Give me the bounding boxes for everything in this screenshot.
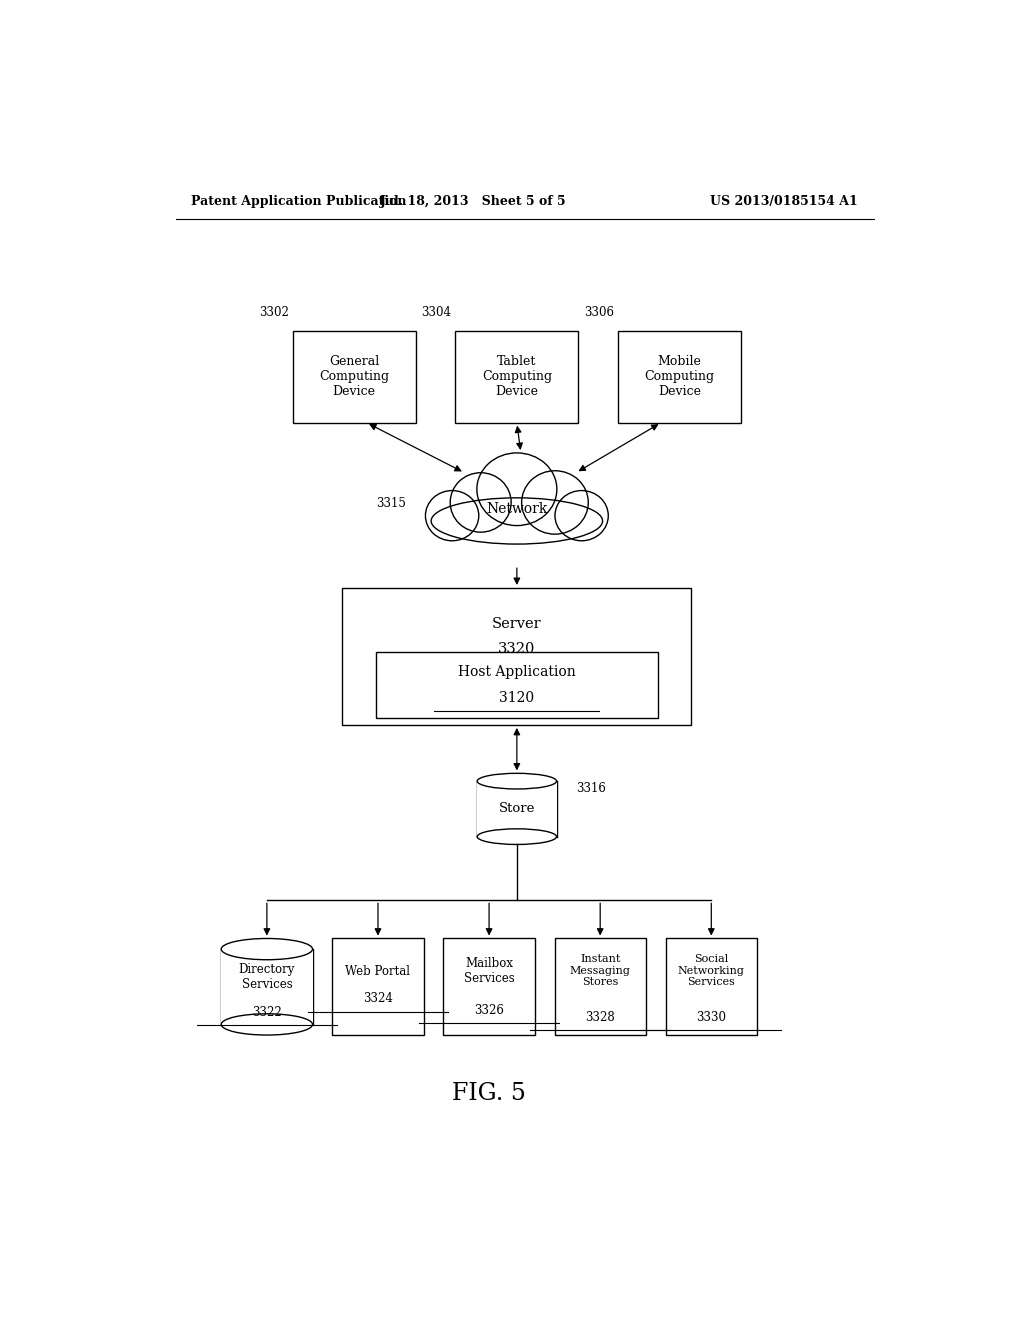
Text: Store: Store (499, 803, 536, 816)
Bar (477, 781, 557, 837)
Text: Mobile
Computing
Device: Mobile Computing Device (644, 355, 715, 399)
Ellipse shape (451, 473, 511, 532)
Text: Instant
Messaging
Stores: Instant Messaging Stores (569, 954, 631, 987)
FancyBboxPatch shape (555, 939, 646, 1035)
FancyBboxPatch shape (456, 331, 579, 422)
Text: 3320: 3320 (499, 643, 536, 656)
Ellipse shape (431, 498, 602, 544)
Bar (221, 949, 312, 1024)
Text: 3120: 3120 (500, 692, 535, 705)
Text: 3324: 3324 (364, 993, 393, 1006)
Text: 3326: 3326 (474, 1003, 504, 1016)
Text: FIG. 5: FIG. 5 (453, 1082, 526, 1105)
Text: Web Portal: Web Portal (345, 965, 411, 978)
Text: 3306: 3306 (584, 306, 614, 319)
FancyBboxPatch shape (443, 939, 535, 1035)
FancyBboxPatch shape (342, 587, 691, 725)
Text: Mailbox
Services: Mailbox Services (464, 957, 514, 985)
Ellipse shape (425, 491, 479, 541)
Ellipse shape (221, 1014, 312, 1035)
Text: 3316: 3316 (577, 781, 606, 795)
Text: Directory
Services: Directory Services (239, 962, 295, 990)
FancyBboxPatch shape (376, 652, 657, 718)
Text: Patent Application Publication: Patent Application Publication (191, 194, 407, 207)
FancyBboxPatch shape (666, 939, 757, 1035)
Text: Jul. 18, 2013   Sheet 5 of 5: Jul. 18, 2013 Sheet 5 of 5 (380, 194, 566, 207)
Ellipse shape (477, 453, 557, 525)
Text: Network: Network (486, 502, 548, 516)
Text: 3304: 3304 (422, 306, 452, 319)
Text: Host Application: Host Application (458, 665, 575, 678)
Text: Tablet
Computing
Device: Tablet Computing Device (482, 355, 552, 399)
Text: Social
Networking
Services: Social Networking Services (678, 954, 744, 987)
FancyBboxPatch shape (293, 331, 416, 422)
Ellipse shape (477, 829, 557, 845)
FancyBboxPatch shape (618, 331, 741, 422)
Text: General
Computing
Device: General Computing Device (319, 355, 389, 399)
Ellipse shape (477, 774, 557, 789)
Text: 3302: 3302 (259, 306, 289, 319)
FancyBboxPatch shape (333, 939, 424, 1035)
Text: Server: Server (493, 616, 542, 631)
Text: 3330: 3330 (696, 1011, 726, 1024)
Text: 3315: 3315 (376, 498, 406, 511)
Ellipse shape (221, 939, 312, 960)
Text: 3322: 3322 (252, 1006, 282, 1019)
Text: 3328: 3328 (586, 1011, 615, 1024)
Ellipse shape (555, 491, 608, 541)
Text: US 2013/0185154 A1: US 2013/0185154 A1 (711, 194, 858, 207)
Ellipse shape (521, 471, 588, 535)
